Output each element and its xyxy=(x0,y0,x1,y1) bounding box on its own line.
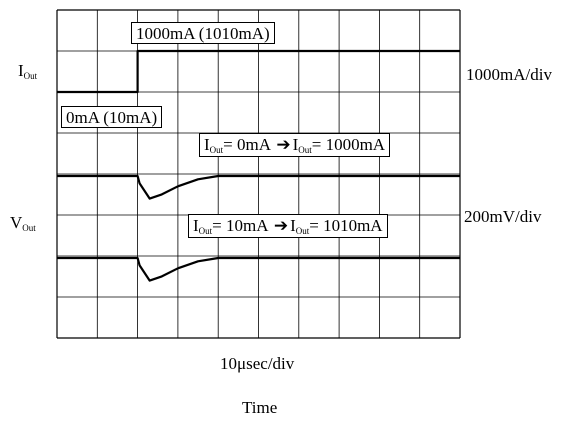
annotation-1-from-value: = 10mA xyxy=(212,216,268,235)
current-channel-label: IOut xyxy=(18,62,37,81)
annotation-0-from-main: I xyxy=(204,135,210,154)
trace-i-out-0 xyxy=(57,49,460,94)
current-label-sub: Out xyxy=(23,71,38,81)
annotation-1: IOut= 10mA ➔ IOut= 1010mA xyxy=(188,214,388,238)
x-scale-label: 10μsec/div xyxy=(220,354,295,373)
annotation-0-from-sub: Out xyxy=(209,145,224,155)
current-high-level-label: 1000mA (1010mA) xyxy=(131,22,275,44)
voltage-label-sub: Out xyxy=(22,223,36,233)
arrow-right-icon: ➔ xyxy=(276,135,291,154)
annotation-0-to-sub: Out xyxy=(298,145,312,155)
annotation-0-to-main: I xyxy=(292,135,299,154)
annotation-1-from-sub: Out xyxy=(198,226,213,236)
trace-v-out-2 xyxy=(57,256,460,282)
annotation-0-from-value: = 0mA xyxy=(223,135,271,154)
current-low-level-label: 0mA (10mA) xyxy=(61,106,163,128)
voltage-scale-label: 200mV/div xyxy=(464,207,542,226)
annotation-1-to-value: = 1010mA xyxy=(309,216,383,235)
annotation-1-to-sub: Out xyxy=(295,226,310,236)
arrow-right-icon: ➔ xyxy=(273,216,289,235)
traces xyxy=(57,49,460,282)
annotation-1-to-main: I xyxy=(290,216,296,235)
annotation-0-to-value: = 1000mA xyxy=(311,135,386,154)
trace-v-out-1 xyxy=(57,174,460,200)
voltage-channel-label: VOut xyxy=(10,214,36,233)
annotation-1-from-main: I xyxy=(193,216,199,235)
current-label-main: I xyxy=(18,61,24,80)
voltage-label-main: V xyxy=(10,213,23,232)
x-axis-label: Time xyxy=(242,398,278,417)
current-scale-label: 1000mA/div xyxy=(466,65,552,84)
annotation-0: IOut= 0mA ➔ IOut= 1000mA xyxy=(199,133,391,157)
grid xyxy=(56,9,461,339)
